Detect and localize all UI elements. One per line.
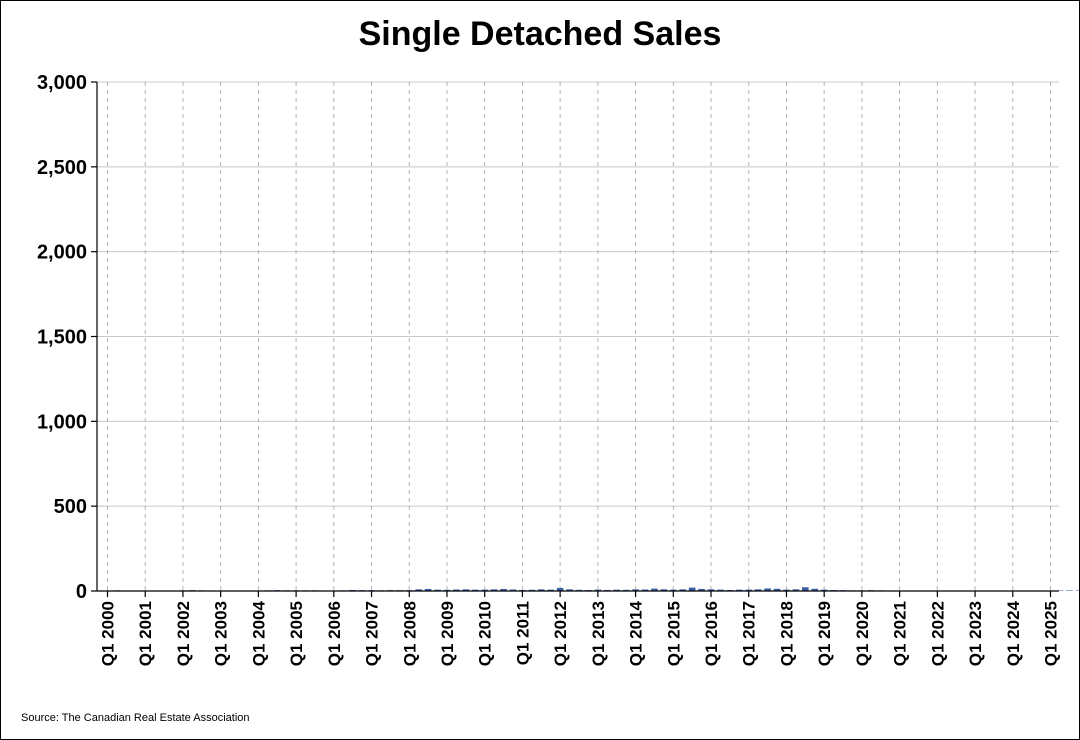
bar [670, 589, 677, 591]
y-tick-label: 500 [54, 496, 87, 518]
x-tick-label: Q1 2009 [438, 601, 457, 666]
chart-title: Single Detached Sales [358, 15, 722, 53]
x-tick-label: Q1 2022 [928, 601, 947, 666]
x-tick-label: Q1 2010 [476, 601, 495, 666]
bar [613, 589, 621, 591]
x-tick-label: Q1 2011 [513, 601, 532, 665]
bar [792, 589, 800, 591]
x-tick-label: Q1 2003 [212, 601, 231, 666]
x-tick-label: Q1 2024 [1004, 600, 1023, 666]
x-tick-label: Q1 2002 [174, 601, 193, 666]
x-tick-label: Q1 2021 [891, 601, 910, 666]
bar [471, 589, 479, 591]
x-tick-label: Q1 2023 [966, 601, 985, 666]
x-tick-label: Q1 2007 [363, 601, 382, 666]
y-tick-label: 1,500 [37, 327, 87, 349]
bar [453, 589, 460, 591]
bar [632, 589, 639, 591]
bar [641, 589, 649, 591]
bar [594, 589, 602, 591]
x-tick-label: Q1 2018 [777, 601, 796, 666]
bar [1075, 590, 1079, 591]
bar [688, 587, 696, 591]
bar [490, 589, 498, 591]
bar [773, 588, 781, 591]
y-tick-label: 2,500 [37, 157, 87, 179]
x-tick-label: Q1 2004 [249, 600, 268, 666]
y-tick-label: 2,000 [37, 242, 87, 264]
source-note: Source: The Canadian Real Estate Associa… [21, 712, 250, 724]
bar [537, 589, 545, 591]
bar [415, 589, 422, 591]
bar [698, 588, 705, 591]
bar [462, 589, 470, 591]
bar [481, 589, 488, 591]
x-tick-label: Q1 2019 [815, 601, 834, 666]
bar [556, 587, 564, 591]
x-tick-label: Q1 2014 [627, 600, 646, 666]
bar [651, 588, 658, 591]
x-tick-label: Q1 2020 [853, 601, 872, 666]
bar [1056, 590, 1064, 591]
y-tick-label: 0 [76, 581, 87, 603]
bar [745, 589, 753, 591]
bar [424, 588, 432, 591]
y-tick-label: 1,000 [37, 411, 87, 433]
x-tick-label: Q1 2006 [325, 601, 344, 666]
bar [820, 589, 828, 591]
y-tick-label: 3,000 [37, 72, 87, 94]
x-tick-label: Q1 2012 [551, 601, 570, 666]
bar [802, 587, 809, 591]
bar [736, 589, 743, 591]
bar [679, 589, 687, 591]
bar [707, 589, 715, 591]
x-tick-label: Q1 2016 [702, 601, 721, 666]
x-tick-label: Q1 2015 [664, 601, 683, 666]
bar [434, 589, 441, 591]
x-tick-label: Q1 2000 [99, 601, 118, 666]
x-tick-label: Q1 2025 [1042, 601, 1061, 666]
x-tick-label: Q1 2008 [400, 601, 419, 666]
bar [783, 589, 790, 591]
bar [754, 589, 762, 591]
bar [660, 589, 668, 591]
x-tick-label: Q1 2001 [136, 601, 155, 666]
bar [811, 588, 819, 591]
bar [1066, 590, 1073, 591]
bar [717, 589, 724, 591]
bar [509, 589, 517, 591]
bar [500, 588, 507, 591]
x-tick-label: Q1 2005 [287, 601, 306, 666]
bar [547, 589, 555, 591]
bar [764, 588, 771, 591]
x-tick-label: Q1 2013 [589, 601, 608, 666]
bar [566, 589, 573, 591]
x-tick-label: Q1 2017 [740, 601, 759, 666]
